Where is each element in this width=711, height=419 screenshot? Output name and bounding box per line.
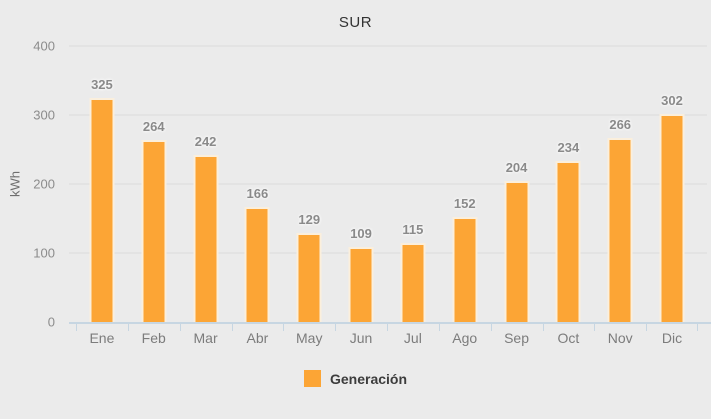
x-axis-label-jul: Jul [403, 330, 422, 346]
bar-cell: 264 [128, 46, 180, 322]
bar-cell: 129 [283, 46, 335, 322]
y-axis-tick-label: 100 [33, 245, 55, 261]
x-axis-tick [179, 322, 181, 331]
bar-value-label: 152 [453, 196, 476, 212]
bar-cell: 234 [542, 46, 594, 322]
bar-oct[interactable] [555, 160, 581, 322]
bar-value-label: 325 [91, 76, 113, 92]
bar-mar[interactable] [193, 155, 219, 322]
bar-abr[interactable] [244, 207, 270, 322]
y-axis-tick-label: 200 [33, 176, 55, 192]
bar-cell: 266 [594, 46, 646, 322]
bar-value-label: 109 [350, 225, 372, 241]
legend-item-generacion[interactable]: Generación [0, 370, 711, 387]
bar-value-label: 302 [661, 92, 683, 108]
bar-value-label: 115 [402, 221, 424, 237]
bar-value-label: 204 [505, 160, 528, 176]
x-axis-tick [490, 322, 492, 331]
x-axis-tickmarks [76, 322, 698, 331]
x-axis-tick [76, 322, 77, 331]
x-axis-tick [387, 322, 388, 331]
bar-jul[interactable] [400, 242, 426, 322]
x-axis-tick [438, 322, 440, 331]
bar-cell: 204 [491, 46, 543, 322]
bar-dic[interactable] [659, 113, 685, 322]
gridlines [69, 45, 707, 322]
x-axis-label-oct: Oct [557, 330, 580, 346]
gridline [69, 183, 707, 185]
bar-value-label: 264 [142, 118, 165, 134]
legend-swatch-icon [303, 370, 321, 387]
bar-cell: 242 [180, 46, 232, 322]
bar-value-label: 242 [194, 134, 217, 150]
bar-cell: 166 [231, 46, 283, 322]
x-axis-label-nov: Nov [607, 330, 633, 346]
bar-ene[interactable] [89, 97, 115, 322]
bar-value-label: 234 [557, 139, 580, 155]
bar-value-label: 166 [246, 186, 269, 202]
x-axis-line [69, 322, 711, 324]
y-axis-tick-label: 400 [33, 38, 55, 54]
bar-cell: 302 [646, 46, 698, 322]
y-axis-tick-label: 300 [33, 107, 55, 123]
x-axis-tick [231, 322, 233, 331]
x-axis-label-abr: Abr [246, 330, 269, 346]
bar-feb[interactable] [141, 139, 167, 322]
x-axis-tick [127, 322, 129, 331]
chart-title: SUR [338, 14, 373, 31]
bar-ago[interactable] [452, 217, 478, 322]
bar-value-label: 266 [609, 117, 632, 133]
gridline [69, 252, 707, 254]
x-axis-label-feb: Feb [141, 330, 166, 346]
bar-nov[interactable] [607, 138, 633, 322]
bar-may[interactable] [296, 233, 322, 322]
plot-area: 325 264 242 166 129 109 115 152 204 234 266 302 [76, 46, 698, 322]
x-axis-tick [594, 322, 596, 331]
x-axis-label-dic: Dic [661, 330, 683, 346]
bar-sep[interactable] [504, 181, 530, 322]
x-axis-tick [335, 322, 337, 331]
x-axis-tick [646, 322, 648, 331]
bar-cell: 325 [76, 46, 128, 322]
legend-label: Generación [329, 370, 408, 387]
x-axis-tick [697, 322, 698, 331]
gridline [69, 45, 707, 47]
gridline [69, 114, 707, 116]
bar-value-label: 129 [298, 212, 321, 227]
bar-cell: 115 [387, 46, 439, 322]
y-axis-tick-labels: 0 100 200 300 400 [0, 39, 55, 330]
x-axis-tick [542, 322, 544, 331]
x-axis-tick [283, 322, 285, 331]
x-axis-label-jun: Jun [349, 330, 373, 346]
bar-cell: 152 [439, 46, 491, 322]
x-axis-label-ene: Ene [89, 330, 115, 346]
x-axis-label-may: May [296, 330, 323, 346]
bar-jun[interactable] [348, 246, 374, 322]
x-axis-labels: Ene Feb Mar Abr May Jun Jul Ago Sep Oct Nov Dic [76, 330, 698, 346]
y-axis-tick-label: 0 [47, 314, 55, 330]
bar-cell: 109 [335, 46, 387, 322]
x-axis-label-ago: Ago [452, 330, 478, 346]
x-axis-label-sep: Sep [504, 330, 529, 346]
x-axis-label-mar: Mar [193, 330, 218, 346]
